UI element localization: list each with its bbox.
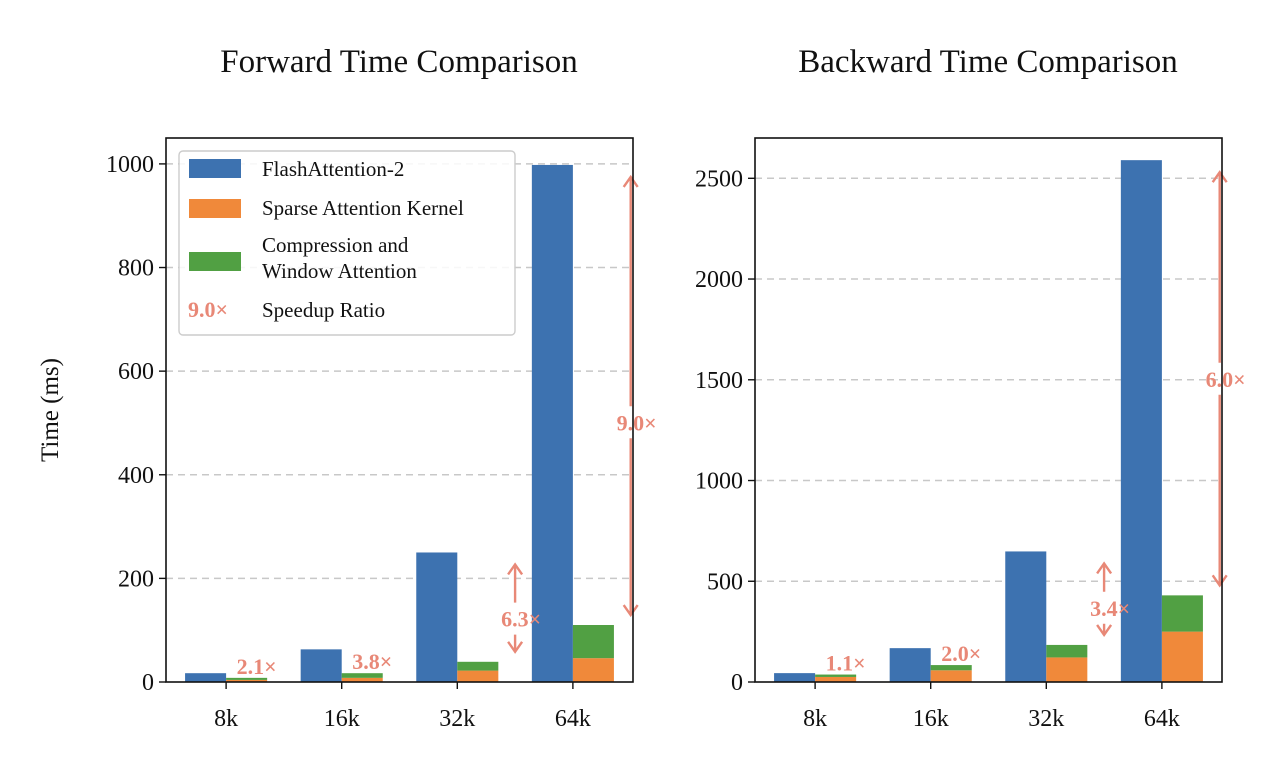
legend: FlashAttention-2 Sparse Attention Kernel… [178,150,516,336]
forward-x-tick-label: 32k [439,706,475,732]
backward-y-tick-label: 2000 [695,267,743,293]
backward-bar-sparse-8k [815,676,857,682]
backward-speedup-label-8k: 1.1× [826,651,866,676]
forward-speedup-arrowhead-32k [507,562,524,576]
backward-y-tick-label: 2500 [695,166,743,192]
forward-tick-labels: 0 200 400 600 800 1000 8k 16k 32k 64k [106,152,591,732]
forward-x-tick-label: 8k [214,706,238,732]
legend-label-compression-line2: Window Attention [262,259,417,283]
forward-bar-sparse-32k [457,670,499,682]
legend-box [178,150,516,336]
backward-bar-sparse-64k [1161,631,1203,682]
forward-bars [185,164,614,683]
forward-y-tick-label: 400 [118,463,154,489]
backward-bar-sparse-32k [1046,657,1088,682]
forward-speedup-label-16k: 3.8× [352,649,392,674]
forward-speedup-label-32k: 6.3× [501,607,541,632]
backward-chart: Backward Time Comparison 1.1× 2.0× 3.4× 6.0… [695,44,1246,732]
backward-x-tick-label: 16k [913,706,949,732]
forward-y-axis-label: Time (ms) [37,358,64,462]
forward-bar-sparse-64k [572,658,614,682]
backward-y-tick-label: 500 [707,569,743,595]
forward-bar-flash-8k [185,673,227,682]
forward-chart: Forward Time Comparison Time (ms) 2.1× 3.… [37,44,657,732]
forward-y-tick-label: 800 [118,256,154,282]
forward-speedup-label-64k: 9.0× [617,410,657,435]
backward-speedup-arrowhead-32k [1096,624,1113,638]
backward-speedup-arrowhead-64k [1211,574,1228,588]
backward-chart-title: Backward Time Comparison [798,44,1177,80]
backward-x-tick-label: 32k [1028,706,1064,732]
forward-chart-title: Forward Time Comparison [220,44,578,80]
backward-bar-flash-64k [1120,160,1162,682]
legend-label-sparse: Sparse Attention Kernel [262,196,464,220]
backward-bar-compression-32k [1046,644,1088,658]
forward-bar-compression-16k [341,673,383,678]
backward-x-tick-label: 64k [1144,706,1180,732]
forward-speedup-arrowhead-64k [622,604,639,618]
backward-speedup-annotations: 1.1× 2.0× 3.4× 6.0× [826,170,1246,676]
backward-bar-compression-16k [930,665,972,671]
backward-speedup-label-16k: 2.0× [941,641,981,666]
forward-bar-flash-16k [300,649,342,682]
backward-bar-sparse-16k [930,670,972,682]
forward-bar-sparse-8k [226,679,268,682]
forward-y-tick-label: 600 [118,359,154,385]
forward-y-tick-label: 1000 [106,152,154,178]
forward-plot-frame [165,137,634,683]
legend-swatch-compression [189,252,241,271]
forward-speedup-arrowhead-64k [622,174,639,188]
backward-plot-frame [754,137,1223,683]
backward-tick-labels: 0 500 1000 1500 2000 2500 8k 16k 32k 64k [695,166,1180,732]
backward-speedup-label-32k: 3.4× [1090,596,1130,621]
forward-bar-compression-32k [457,661,499,671]
forward-bar-compression-8k [226,677,268,680]
forward-x-tick-label: 64k [555,706,591,732]
legend-swatch-flash [189,159,241,178]
backward-bar-flash-8k [774,673,816,682]
backward-speedup-label-64k: 6.0× [1206,367,1246,392]
forward-bar-flash-32k [416,552,458,682]
legend-label-compression-line1: Compression and [262,233,409,257]
backward-bar-flash-32k [1005,551,1047,682]
legend-swatch-sparse [189,199,241,218]
legend-label-speedup: Speedup Ratio [262,298,385,322]
forward-speedup-annotations: 2.1× 3.8× 6.3× 9.0× [237,174,657,679]
forward-bar-flash-64k [531,164,573,683]
backward-bar-compression-64k [1161,595,1203,632]
forward-speedup-arrowhead-32k [507,641,524,654]
backward-speedup-arrowhead-32k [1096,561,1113,575]
backward-y-tick-label: 0 [731,670,743,696]
backward-speedup-arrowhead-64k [1211,170,1228,183]
forward-bar-sparse-16k [341,677,383,682]
forward-x-tick-label: 16k [324,706,360,732]
forward-bar-compression-64k [572,625,614,659]
forward-speedup-label-8k: 2.1× [237,654,277,679]
backward-y-tick-label: 1500 [695,368,743,394]
backward-bars [774,160,1203,682]
backward-bar-compression-8k [815,674,857,677]
forward-y-tick-label: 200 [118,566,154,592]
legend-label-flash: FlashAttention-2 [262,157,404,181]
forward-y-tick-label: 0 [142,670,154,696]
legend-speedup-sample: 9.0× [188,297,228,322]
backward-bar-flash-16k [889,648,931,682]
backward-x-tick-label: 8k [803,706,827,732]
backward-y-tick-label: 1000 [695,469,743,495]
